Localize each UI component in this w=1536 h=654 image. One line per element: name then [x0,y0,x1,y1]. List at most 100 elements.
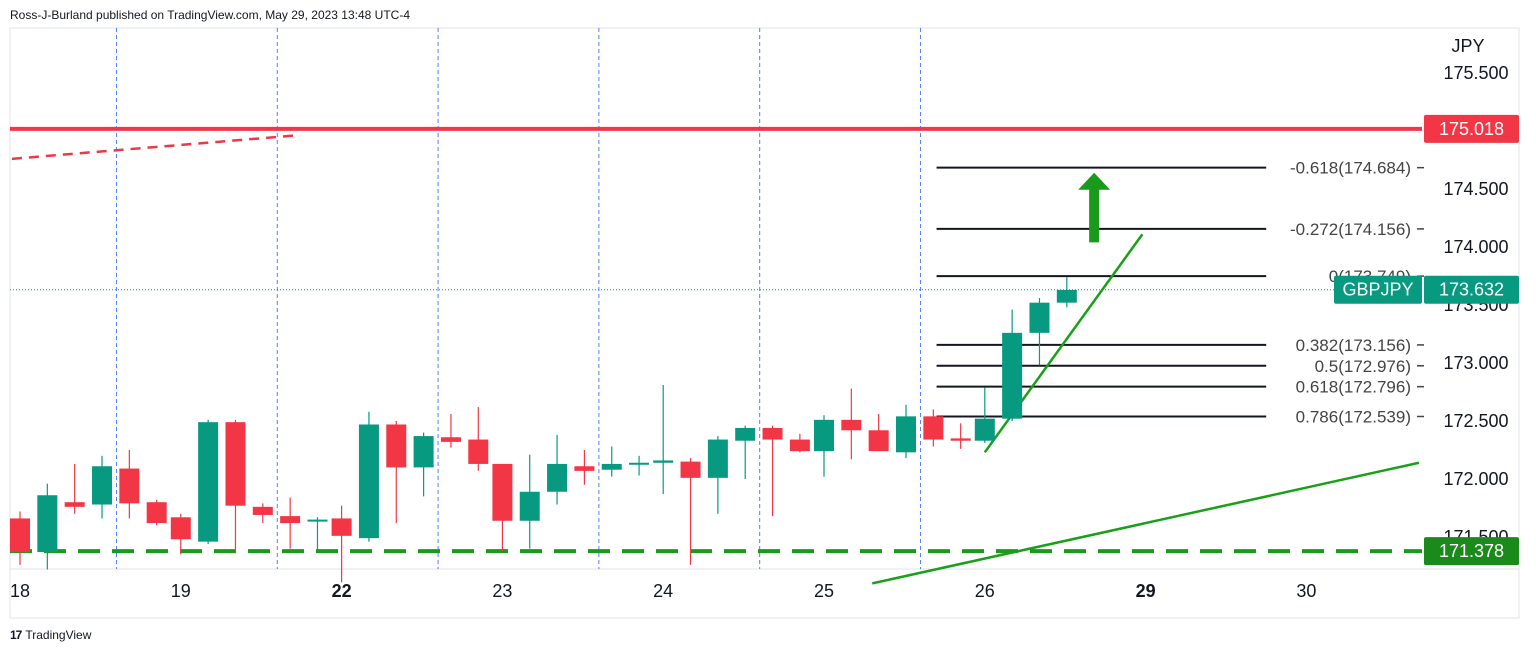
resistance-price-badge: 175.018 [1424,114,1519,143]
fib-label: -0.618(174.684) [1290,159,1411,178]
support-price-badge-bg [1424,537,1519,566]
trendlines [11,134,1420,585]
bearish-candle [950,423,971,449]
candle-body [814,419,834,452]
chart-frame [9,27,1520,619]
y-tick-label: 172.500 [1443,411,1508,431]
candle-body [440,437,461,442]
price-chart[interactable]: -0.618(174.684)-0.272(174.156)0(173.749)… [0,0,1536,620]
symbol-badge: GBPJPY [1334,275,1422,304]
candle-body [680,461,701,478]
candle-body [574,466,595,471]
fib-label: 0.382(173.156) [1296,336,1411,355]
candle-body [653,460,674,463]
fib-label: 0.618(172.796) [1296,378,1411,397]
bullish-candle [92,455,113,519]
bearish-candle [64,463,85,514]
x-tick-label: 26 [975,581,995,601]
resistance-price-badge-bg [1424,114,1519,143]
last-price-badge-text: 173.632 [1439,280,1504,300]
candle-body [64,502,85,507]
bullish-candle [653,385,674,495]
candle-body [841,419,862,431]
x-tick-label: 19 [171,581,191,601]
candle-body [198,422,219,542]
bullish-candle [1002,309,1023,421]
candle-body [629,462,650,465]
candle-body [37,495,58,553]
candle-body [735,427,756,441]
y-tick-label: 172.000 [1443,469,1508,489]
session-separators [9,27,1520,619]
tradingview-footer[interactable]: 17 TradingView [10,628,91,642]
long-uptrend-line [871,461,1420,585]
bearish-candle [492,463,513,551]
candle-body [92,466,113,505]
x-tick-label: 25 [814,581,834,601]
bullish-candle [814,415,834,477]
candle-body [492,463,513,521]
bullish-candle [974,387,995,444]
candle-body [974,418,995,441]
candle-body [762,427,783,440]
candle-body [468,439,489,464]
candle-body [707,439,728,478]
broken-trend-line [11,134,294,161]
candle-body [10,518,30,553]
time-axis: 18 19 22 23 24 25 26 29 30 [10,581,1316,601]
bearish-candle [331,505,352,583]
bullish-candle [707,436,728,514]
candle-body [119,468,140,504]
bearish-candle [680,458,701,565]
support-price-badge-text: 171.378 [1439,541,1504,561]
candle-body [1056,289,1077,303]
candle-body [413,436,434,468]
arrow-head [1078,172,1111,190]
candle-body [252,506,273,515]
up-arrow [1078,172,1111,243]
arrow-shaft [1089,186,1100,243]
publisher-attribution: Ross-J-Burland published on TradingView.… [10,8,410,22]
candle-body [386,424,407,468]
symbol-badge-bg [1334,275,1422,304]
bearish-candle [762,425,783,517]
x-tick-label: 23 [492,581,512,601]
candle-body [225,422,246,506]
bearish-candle [789,433,810,453]
candle-body [1029,302,1050,333]
horizontal-levels [10,126,1422,554]
bearish-candle [119,450,140,519]
bullish-candle [1029,298,1050,366]
bullish-candle [37,483,58,570]
x-tick-label: 24 [653,581,673,601]
bullish-candle [1056,277,1077,308]
support-price-badge: 171.378 [1424,537,1519,566]
candle-body [358,424,379,539]
candle-body [896,416,917,453]
bullish-candle [198,419,219,544]
y-tick-label: 174.500 [1443,179,1508,199]
price-badges: 175.018 171.378 GBPJPY 173.632 [1334,114,1519,566]
candle-body [789,439,810,452]
bearish-candle [225,419,246,554]
bullish-candle [307,517,328,551]
bullish-candle [896,404,917,459]
candle-body [1002,332,1023,419]
bearish-candle [468,407,489,471]
fib-label: -0.272(174.156) [1290,220,1411,239]
fib-label: 0.5(172.976) [1315,357,1411,376]
y-tick-label: 174.000 [1443,237,1508,257]
bearish-candle [386,421,407,524]
last-price-badge-bg [1424,275,1519,304]
bullish-candle [413,432,434,497]
bullish-candle [629,455,650,476]
resistance-price-badge-text: 175.018 [1439,119,1504,139]
bullish-candle [735,425,756,479]
bullish-candle [547,434,568,505]
candle-body [868,430,889,452]
symbol-badge-text: GBPJPY [1342,280,1413,300]
candle-body [331,518,352,536]
tradingview-logo-icon: 17 [10,628,22,642]
fib-label: 0.786(172.539) [1296,407,1411,426]
last-price-badge: 173.632 [1424,275,1519,304]
